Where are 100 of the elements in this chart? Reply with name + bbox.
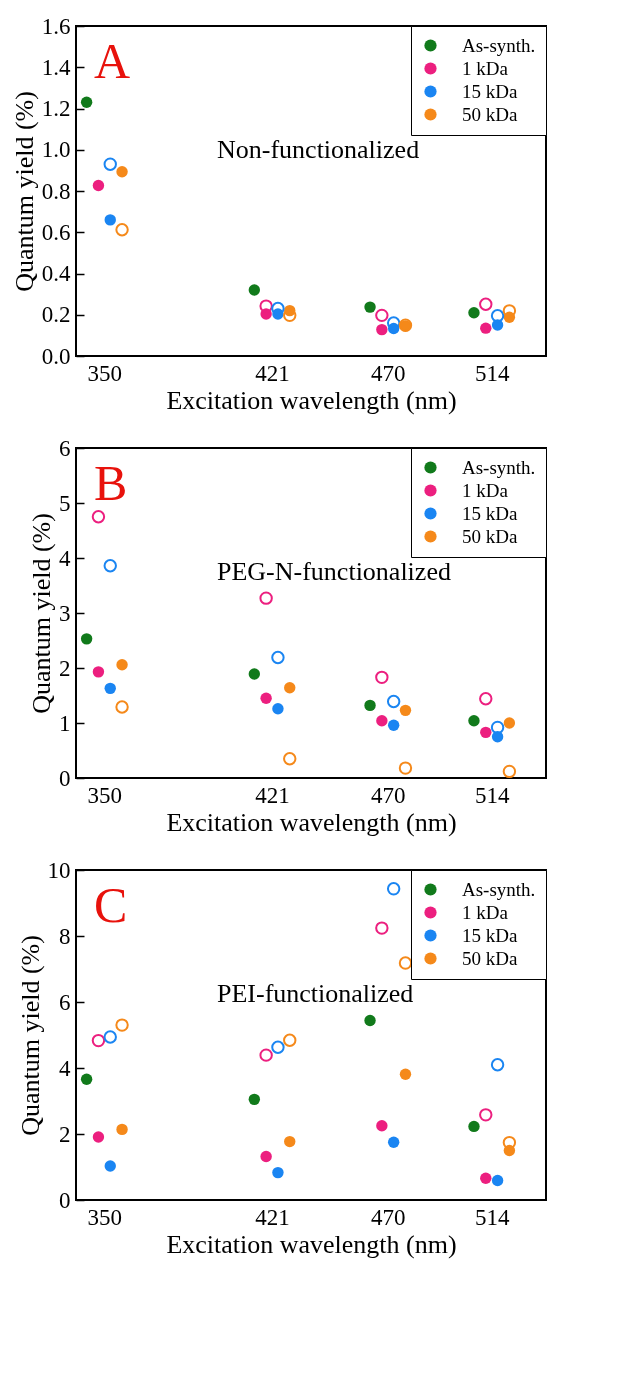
x-tick-label: 514 <box>474 782 510 808</box>
annotation: A <box>94 33 131 89</box>
point <box>259 299 273 313</box>
x-tick-label: 514 <box>474 360 510 386</box>
point <box>116 166 128 178</box>
point <box>376 1120 388 1132</box>
y-tick-label: 0.8 <box>41 178 71 204</box>
point <box>480 322 492 334</box>
x-tick-label: 470 <box>371 782 406 808</box>
legend-label: 15 kDa <box>462 924 518 946</box>
point <box>364 301 376 313</box>
point <box>115 223 129 237</box>
y-tick-label: 1.2 <box>41 96 71 121</box>
point <box>91 1033 106 1048</box>
legend-label: 1 kDa <box>462 57 509 79</box>
point <box>387 719 400 731</box>
y-axis-title: Quantum yield (%) <box>15 935 45 1136</box>
y-tick-label: 1 <box>59 710 71 736</box>
point <box>398 956 413 970</box>
point <box>283 1033 297 1047</box>
point <box>468 715 480 727</box>
point <box>115 1018 129 1032</box>
point <box>259 591 273 605</box>
x-tick-label: 514 <box>474 1204 510 1230</box>
point <box>248 668 261 680</box>
point <box>490 720 505 735</box>
point <box>376 715 388 727</box>
x-tick-label: 350 <box>87 360 123 386</box>
point <box>259 1048 273 1062</box>
point <box>364 1014 376 1027</box>
point <box>468 307 480 319</box>
point <box>386 316 401 330</box>
legend-label: As-synth. <box>462 34 536 56</box>
point <box>375 670 389 685</box>
point <box>92 179 105 192</box>
x-tick-label: 421 <box>255 360 290 386</box>
point <box>271 650 285 665</box>
point <box>91 510 106 524</box>
y-axis-title: Quantum yield (%) <box>9 91 39 292</box>
y-tick-label: 2 <box>59 1121 71 1147</box>
point <box>502 1135 517 1150</box>
y-tick-label: 0.0 <box>41 343 71 369</box>
legend-label: 15 kDa <box>462 80 518 102</box>
point <box>248 284 261 296</box>
point <box>80 1073 93 1085</box>
y-tick-label: 3 <box>59 600 71 626</box>
point <box>479 297 493 311</box>
y-tick-label: 0 <box>59 1187 71 1213</box>
point <box>284 1135 296 1148</box>
point <box>480 1172 492 1184</box>
point <box>272 703 284 715</box>
point <box>103 1030 117 1044</box>
legend-label: 50 kDa <box>462 947 518 969</box>
y-tick-label: 8 <box>59 923 71 949</box>
point <box>260 1150 272 1163</box>
point <box>387 1136 400 1148</box>
x-axis-title: Excitation wavelength (nm) <box>166 807 457 837</box>
y-tick-label: 10 <box>47 857 71 883</box>
y-tick-label: 4 <box>59 1055 71 1081</box>
point <box>502 304 517 318</box>
y-tick-label: 0.4 <box>41 261 71 286</box>
x-tick-label: 350 <box>87 1204 123 1230</box>
point <box>260 692 272 704</box>
y-tick-label: 6 <box>59 435 71 461</box>
x-tick-label: 470 <box>371 1204 406 1230</box>
point <box>398 761 413 775</box>
point <box>248 1093 261 1106</box>
point <box>92 666 105 678</box>
annotation: PEG-N-functionalized <box>217 557 451 586</box>
y-tick-label: 0.2 <box>41 302 71 328</box>
x-tick-label: 421 <box>255 782 290 808</box>
point <box>399 1068 412 1080</box>
point <box>115 700 129 714</box>
legend-label: As-synth. <box>462 878 536 900</box>
point <box>272 1166 284 1179</box>
point <box>80 96 93 108</box>
point <box>479 692 493 706</box>
point <box>479 1108 493 1122</box>
y-tick-label: 4 <box>59 545 71 571</box>
y-tick-label: 0 <box>59 765 71 791</box>
point <box>503 717 516 729</box>
point <box>386 882 401 896</box>
point <box>283 752 297 766</box>
point <box>375 308 389 323</box>
point <box>490 309 505 323</box>
point <box>399 704 412 717</box>
point <box>386 694 401 709</box>
point <box>116 1123 128 1136</box>
legend-label: As-synth. <box>462 456 536 478</box>
annotation: Non-functionalized <box>217 135 420 164</box>
x-tick-label: 350 <box>87 782 123 808</box>
x-axis-title: Excitation wavelength (nm) <box>166 1229 457 1259</box>
legend-label: 15 kDa <box>462 502 518 524</box>
point <box>116 659 128 671</box>
y-tick-label: 1.0 <box>41 137 71 163</box>
x-axis-title: Excitation wavelength (nm) <box>166 385 457 415</box>
point <box>104 682 116 695</box>
point <box>103 559 117 573</box>
annotation: B <box>94 455 128 511</box>
point <box>375 921 389 935</box>
